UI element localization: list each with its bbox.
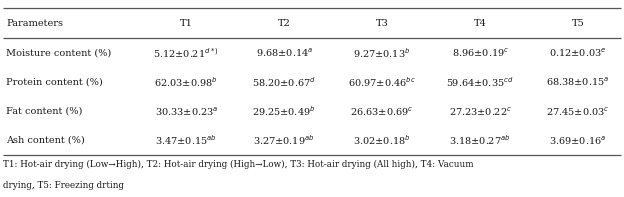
Text: T2: T2 [278, 19, 291, 28]
Text: 27.45±0.03$^{c}$: 27.45±0.03$^{c}$ [547, 105, 610, 117]
Text: 5.12±0.21$^{d*)}$: 5.12±0.21$^{d*)}$ [154, 46, 219, 60]
Text: T1: Hot-air drying (Low→High), T2: Hot-air drying (High→Low), T3: Hot-air drying: T1: Hot-air drying (Low→High), T2: Hot-a… [3, 160, 474, 169]
Text: Fat content (%): Fat content (%) [6, 107, 82, 116]
Text: Protein content (%): Protein content (%) [6, 78, 103, 87]
Text: Ash content (%): Ash content (%) [6, 136, 85, 145]
Text: T5: T5 [572, 19, 585, 28]
Text: 30.33±0.23$^{a}$: 30.33±0.23$^{a}$ [155, 105, 218, 117]
Text: 29.25±0.49$^{b}$: 29.25±0.49$^{b}$ [253, 104, 316, 118]
Text: 8.96±0.19$^{c}$: 8.96±0.19$^{c}$ [452, 47, 509, 59]
Text: 0.12±0.03$^{e}$: 0.12±0.03$^{e}$ [549, 47, 607, 59]
Text: 26.63±0.69$^{c}$: 26.63±0.69$^{c}$ [351, 105, 414, 117]
Text: drying, T5: Freezing drting: drying, T5: Freezing drting [3, 181, 124, 190]
Text: 60.97±0.46$^{bc}$: 60.97±0.46$^{bc}$ [348, 75, 416, 89]
Text: 9.68±0.14$^{a}$: 9.68±0.14$^{a}$ [256, 47, 313, 59]
Text: 59.64±0.35$^{cd}$: 59.64±0.35$^{cd}$ [446, 75, 514, 89]
Text: 3.27±0.19$^{ab}$: 3.27±0.19$^{ab}$ [253, 134, 315, 147]
Text: 3.18±0.27$^{ab}$: 3.18±0.27$^{ab}$ [449, 134, 511, 147]
Text: T1: T1 [180, 19, 193, 28]
Text: T3: T3 [376, 19, 389, 28]
Text: 3.47±0.15$^{ab}$: 3.47±0.15$^{ab}$ [155, 134, 217, 147]
Text: 68.38±0.15$^{a}$: 68.38±0.15$^{a}$ [547, 76, 610, 88]
Text: Parameters: Parameters [6, 19, 63, 28]
Text: T4: T4 [474, 19, 487, 28]
Text: 9.27±0.13$^{b}$: 9.27±0.13$^{b}$ [353, 46, 411, 60]
Text: Moisture content (%): Moisture content (%) [6, 48, 112, 58]
Text: 3.02±0.18$^{b}$: 3.02±0.18$^{b}$ [353, 134, 411, 147]
Text: 62.03±0.98$^{b}$: 62.03±0.98$^{b}$ [154, 75, 218, 89]
Text: 58.20±0.67$^{d}$: 58.20±0.67$^{d}$ [252, 75, 316, 89]
Text: 3.69±0.16$^{a}$: 3.69±0.16$^{a}$ [550, 134, 607, 147]
Text: 27.23±0.22$^{c}$: 27.23±0.22$^{c}$ [449, 105, 512, 117]
